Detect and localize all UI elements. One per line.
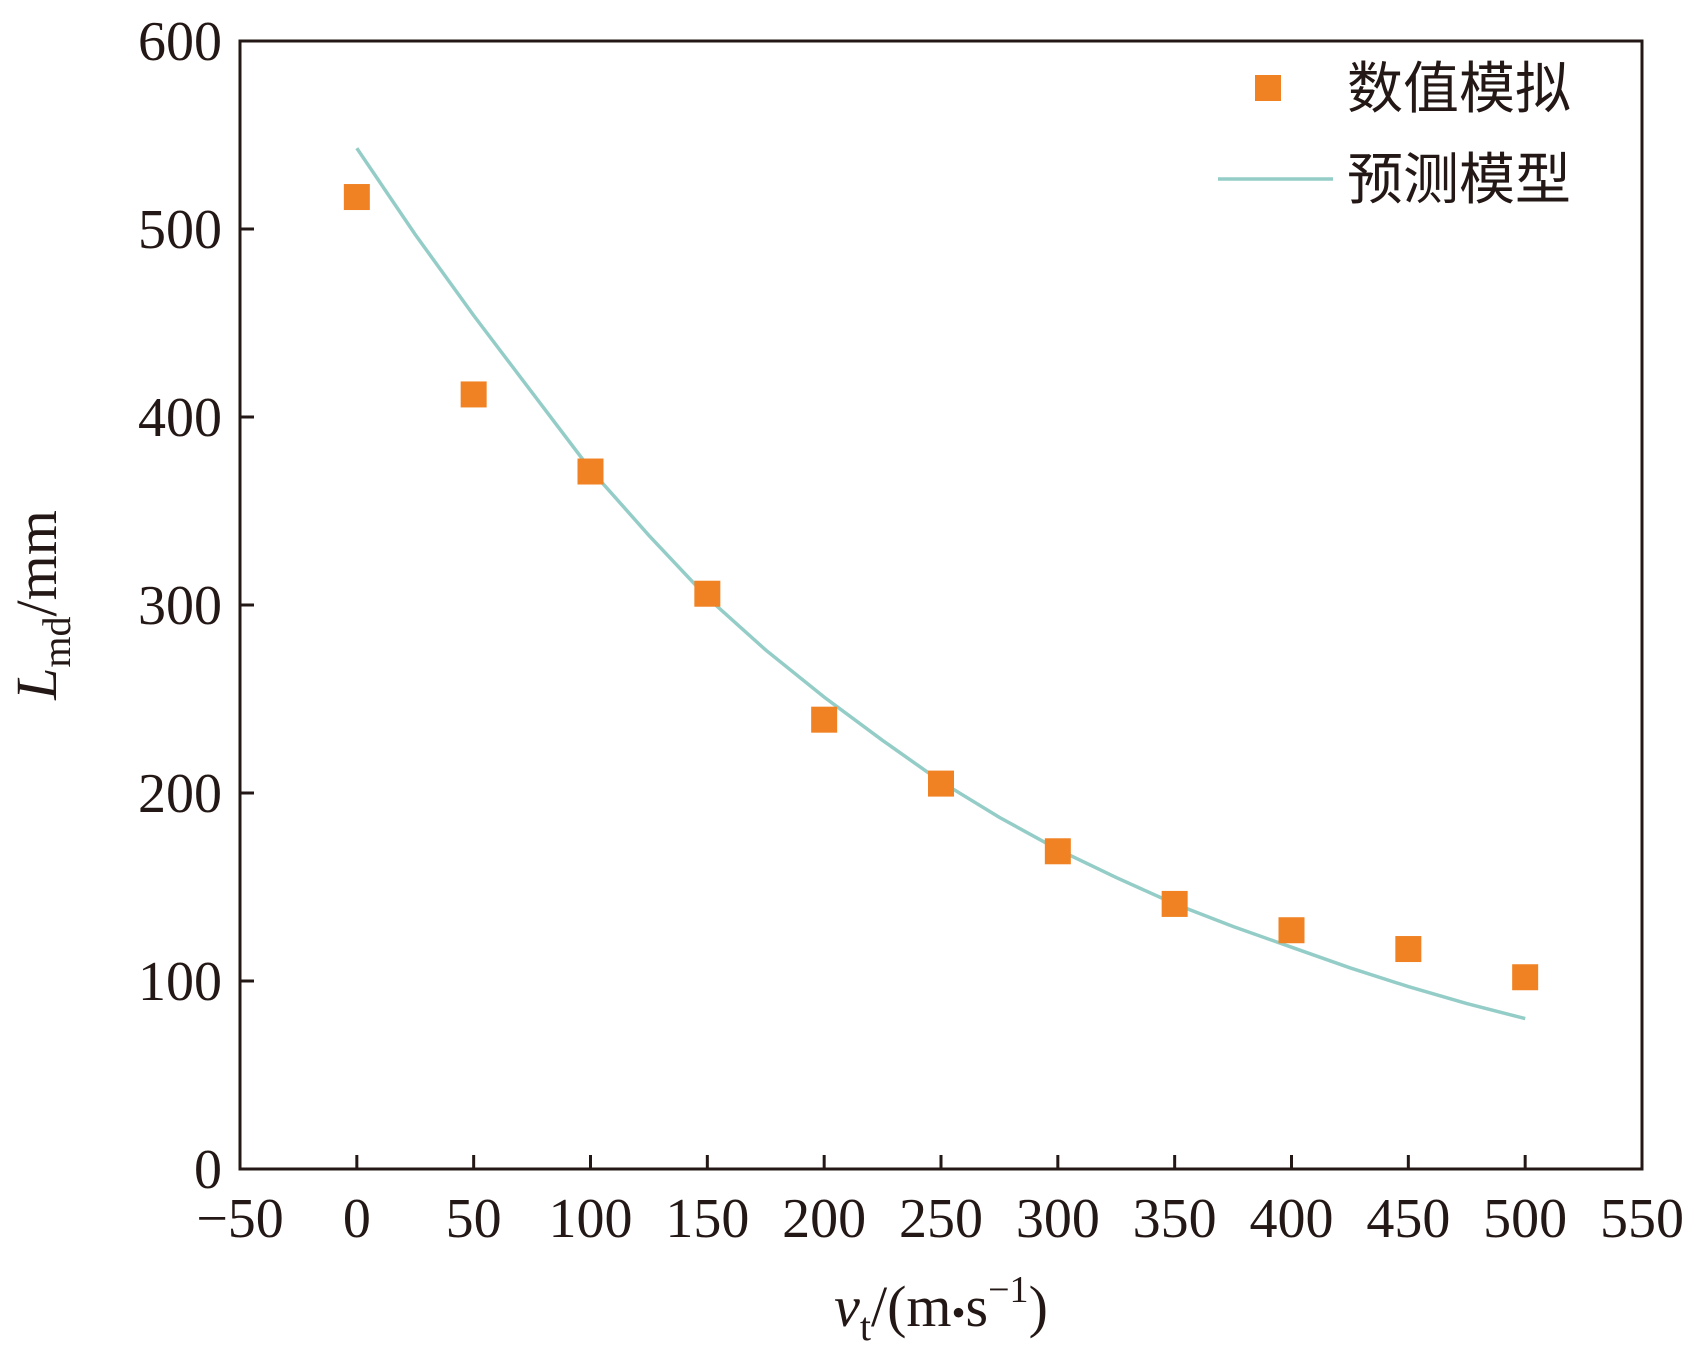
x-tick-label: 350 <box>1133 1188 1217 1250</box>
x-tick-label: 0 <box>343 1188 371 1250</box>
x-tick-label: 550 <box>1600 1188 1684 1250</box>
y-tick-label: 500 <box>138 199 222 261</box>
x-tick-label: 200 <box>782 1188 866 1250</box>
y-tick-label: 400 <box>138 387 222 449</box>
y-tick-label: 100 <box>138 951 222 1013</box>
legend-label-model: 预测模型 <box>1347 148 1571 213</box>
y-tick-label: 200 <box>138 763 222 825</box>
data-point <box>694 580 721 607</box>
y-tick-label: 600 <box>138 11 222 73</box>
x-tick-label: 50 <box>446 1188 502 1250</box>
x-tick-label: 400 <box>1250 1188 1334 1250</box>
x-tick-label: 500 <box>1483 1188 1567 1250</box>
data-point <box>1512 964 1539 991</box>
x-tick-label: 100 <box>549 1188 633 1250</box>
x-axis-label: vt/(m•s−1) <box>834 1269 1048 1349</box>
x-tick-label: 450 <box>1366 1188 1450 1250</box>
y-tick-label: 0 <box>194 1139 222 1201</box>
x-tick-label: −50 <box>196 1188 284 1250</box>
data-point <box>1161 890 1188 917</box>
x-tick-label: 300 <box>1016 1188 1100 1250</box>
prediction-curve <box>355 147 1526 1021</box>
legend-marker-simulation <box>1255 75 1281 101</box>
data-point <box>343 184 370 211</box>
data-point <box>811 706 838 733</box>
data-point <box>577 458 604 485</box>
x-tick-label: 150 <box>665 1188 749 1250</box>
data-point <box>928 770 954 797</box>
y-tick-label: 300 <box>138 575 222 637</box>
data-point <box>1395 936 1422 963</box>
legend-label-simulation: 数值模拟 <box>1347 57 1571 122</box>
y-axis-label: Lmd/mm <box>4 510 79 701</box>
x-tick-label: 250 <box>899 1188 983 1250</box>
data-point <box>1278 917 1305 944</box>
data-point <box>1044 838 1071 865</box>
data-point <box>460 381 487 408</box>
